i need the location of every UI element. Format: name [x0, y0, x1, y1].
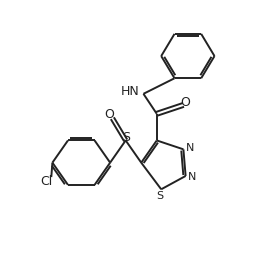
- Text: N: N: [188, 172, 197, 182]
- Text: N: N: [186, 143, 194, 153]
- Text: S: S: [157, 191, 164, 201]
- Text: HN: HN: [120, 85, 139, 98]
- Text: S: S: [122, 131, 130, 144]
- Text: O: O: [104, 109, 114, 121]
- Text: O: O: [181, 96, 190, 109]
- Text: Cl: Cl: [41, 175, 53, 188]
